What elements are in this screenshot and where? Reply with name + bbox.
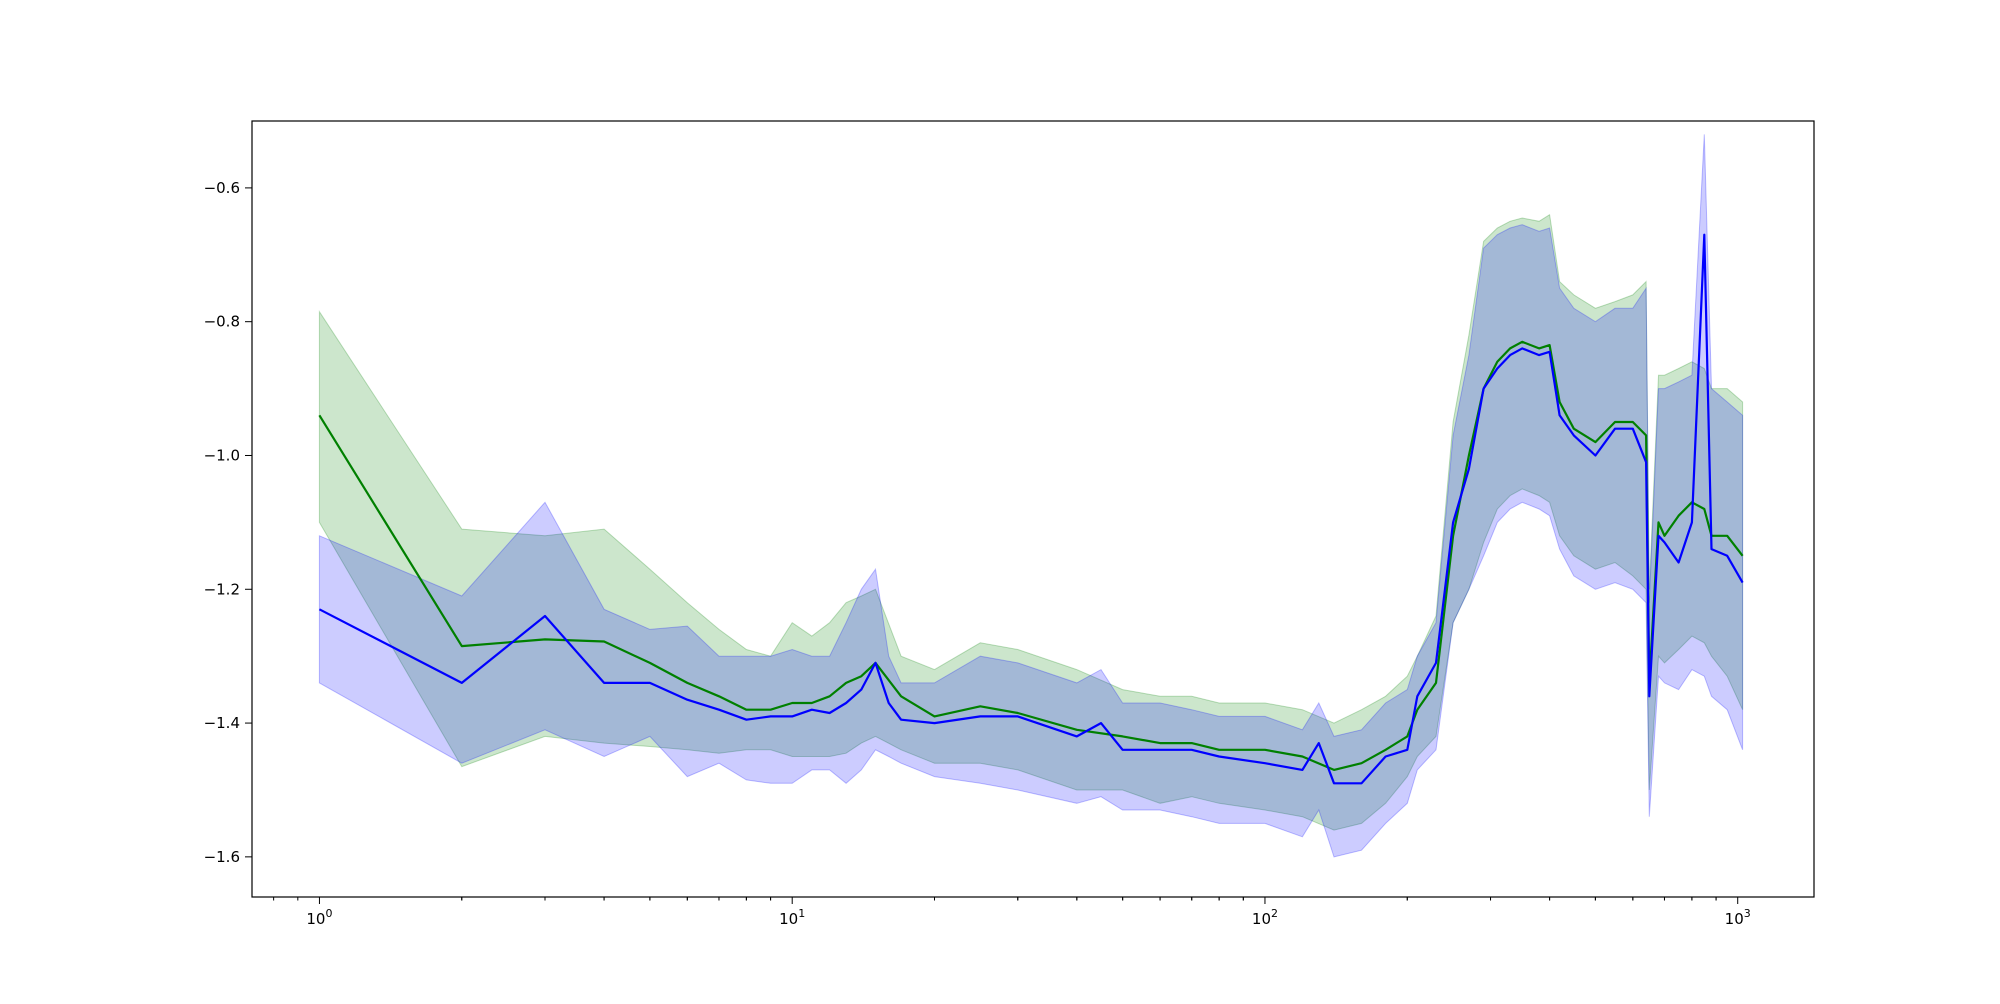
line-series-0 (318, 340, 1744, 772)
x-axis: 100 101 102 103 (273, 897, 1751, 928)
x-tick-label: 100 (306, 907, 332, 928)
plot-frame (251, 120, 1815, 898)
band-series-1 (318, 134, 1744, 858)
x-tick-label: 103 (1725, 907, 1751, 928)
y-tick-label: −1.6 (204, 848, 240, 866)
x-tick-label: 102 (1252, 907, 1278, 928)
y-tick-label: −1.2 (204, 580, 240, 598)
x-tick-label: 101 (779, 907, 805, 928)
y-tick-label: −1.0 (204, 446, 240, 464)
y-tick-label: −1.4 (204, 714, 240, 732)
y-tick-label: −0.6 (204, 179, 240, 197)
confidence-bands (318, 134, 1744, 858)
line-series-1 (318, 233, 1744, 785)
series-lines (318, 233, 1744, 785)
y-axis: −1.6 −1.4 −1.2 −1.0 −0.8 −0.6 (204, 179, 252, 866)
y-tick-label: −0.8 (204, 313, 240, 331)
